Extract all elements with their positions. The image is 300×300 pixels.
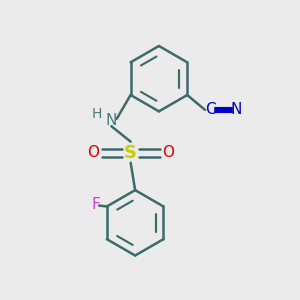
Text: S: S — [124, 144, 137, 162]
Text: O: O — [162, 146, 174, 160]
Text: C: C — [206, 102, 216, 117]
Text: F: F — [91, 197, 100, 212]
Text: H: H — [91, 107, 102, 121]
Text: N: N — [230, 102, 242, 117]
Text: O: O — [88, 146, 100, 160]
Text: N: N — [106, 113, 117, 128]
